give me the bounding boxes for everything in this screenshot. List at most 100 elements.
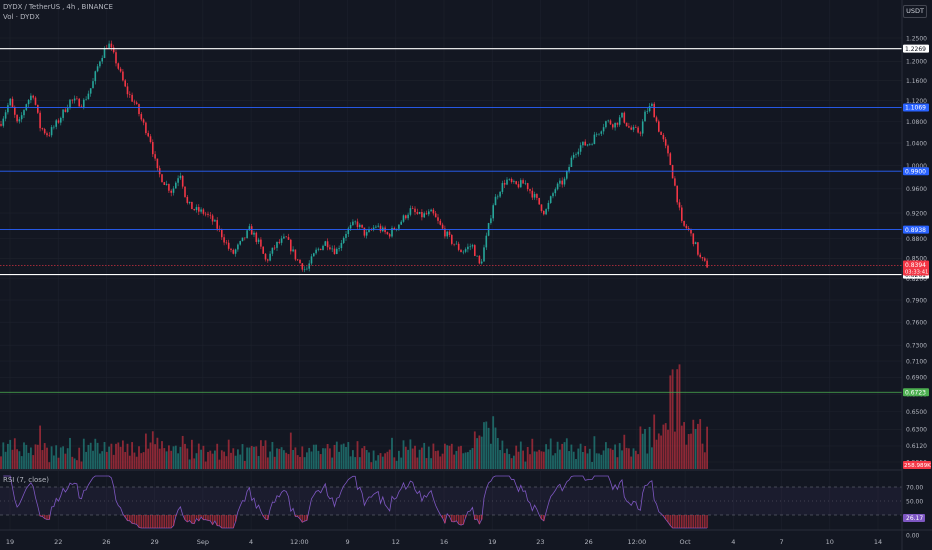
volume-bar bbox=[609, 448, 612, 469]
candle-body bbox=[621, 112, 623, 118]
volume-bar bbox=[335, 441, 338, 469]
volume-bar bbox=[122, 440, 124, 469]
candle-body bbox=[572, 154, 575, 158]
volume-bar bbox=[660, 435, 662, 469]
candle-body bbox=[193, 209, 195, 211]
candle-body bbox=[267, 259, 269, 261]
candle-body bbox=[554, 189, 557, 194]
volume-bar bbox=[239, 454, 242, 469]
candle-body bbox=[547, 202, 550, 210]
volume-bar bbox=[216, 443, 219, 469]
time-tick-label: 4 bbox=[731, 538, 735, 546]
volume-bar bbox=[294, 447, 297, 469]
time-tick-label: 26 bbox=[585, 538, 593, 546]
volume-bar bbox=[363, 446, 366, 469]
volume-bar bbox=[517, 451, 520, 469]
price-axis[interactable]: 1.2500 1.2000 1.1600 1.1200 1.0800 1.0400 1.00… bbox=[901, 0, 927, 550]
quote-name: TetherUS bbox=[28, 3, 61, 11]
volume-bar bbox=[602, 450, 605, 469]
volume-bar bbox=[559, 449, 561, 469]
candle-body bbox=[135, 102, 138, 105]
candle-body bbox=[669, 153, 672, 166]
volume-legend[interactable]: Vol · DYDX bbox=[3, 13, 40, 21]
volume-bar bbox=[411, 448, 414, 469]
volume-bar bbox=[255, 446, 258, 469]
volume-bar bbox=[513, 455, 515, 469]
candle-body bbox=[411, 208, 414, 209]
rsi-legend[interactable]: RSI (7, close) bbox=[3, 476, 49, 484]
candle-body bbox=[365, 232, 368, 236]
candle-body bbox=[145, 122, 147, 134]
time-tick-label: 12:00 bbox=[290, 538, 309, 546]
time-tick-label: 29 bbox=[151, 538, 159, 546]
price-tick-label: 0.7100 bbox=[906, 358, 927, 365]
volume-bar bbox=[227, 439, 230, 469]
candle-body bbox=[168, 184, 170, 191]
volume-bar bbox=[32, 455, 35, 469]
candle-body bbox=[538, 197, 540, 205]
price-tick-label: 0.8500 bbox=[906, 256, 927, 263]
candle-body bbox=[50, 127, 53, 136]
candle-body bbox=[7, 105, 9, 113]
volume-bar bbox=[163, 448, 166, 469]
volume-bar bbox=[462, 453, 465, 469]
time-tick-label: 9 bbox=[345, 538, 349, 546]
volume-bar bbox=[506, 448, 508, 469]
volume-bar bbox=[414, 445, 416, 469]
volume-bar bbox=[243, 460, 246, 469]
candle-body bbox=[363, 227, 366, 236]
candle-body bbox=[706, 260, 708, 268]
candle-body bbox=[211, 215, 214, 222]
candle-body bbox=[191, 201, 193, 210]
volume-bar bbox=[319, 454, 322, 469]
currency-button[interactable]: USDT bbox=[903, 5, 927, 18]
symbol-legend[interactable]: DYDX / TetherUS, 4h, BINANCE bbox=[3, 3, 113, 11]
volume-bar bbox=[421, 447, 423, 469]
volume-bar bbox=[246, 447, 248, 469]
volume-bar bbox=[92, 450, 94, 469]
volume-bar bbox=[455, 450, 458, 469]
candle-body bbox=[99, 61, 101, 67]
volume-bar bbox=[678, 364, 681, 469]
time-axis[interactable]: 19 22 26 29 Sep 4 12:00 9 12 16 19 23 26 12:00 Oct 4 7 10… bbox=[0, 529, 932, 546]
volume-bar bbox=[43, 443, 46, 469]
candle-body bbox=[257, 239, 260, 242]
volume-bar bbox=[39, 425, 41, 469]
candle-body bbox=[563, 178, 566, 185]
candle-body bbox=[437, 217, 439, 221]
candle-body bbox=[149, 136, 152, 143]
volume-bar bbox=[453, 454, 455, 469]
volume-bar bbox=[234, 455, 237, 469]
candle-body bbox=[195, 207, 198, 211]
candle-body bbox=[471, 245, 474, 247]
volume-bar bbox=[168, 445, 170, 469]
volume-bar bbox=[278, 448, 281, 469]
candle-body bbox=[582, 141, 584, 146]
candle-body bbox=[522, 180, 524, 184]
candle-body bbox=[687, 228, 690, 230]
volume-bar bbox=[138, 446, 140, 469]
candle-body bbox=[250, 226, 253, 235]
volume-bar bbox=[641, 433, 644, 469]
candle-body bbox=[260, 239, 262, 247]
volume-bar bbox=[377, 455, 380, 469]
candle-body bbox=[101, 57, 103, 62]
volume-bar bbox=[184, 443, 186, 469]
candle-body bbox=[614, 122, 616, 128]
candle-body bbox=[301, 263, 304, 270]
time-tick-label: 22 bbox=[54, 538, 62, 546]
volume-bar bbox=[161, 441, 163, 469]
candle-body bbox=[393, 227, 396, 230]
candle-body bbox=[317, 248, 320, 250]
volume-bar bbox=[349, 456, 352, 469]
candle-body bbox=[464, 249, 467, 252]
candle-body bbox=[681, 207, 683, 221]
candle-body bbox=[170, 190, 172, 193]
volume-bar bbox=[280, 447, 283, 469]
candle-body bbox=[556, 183, 559, 190]
volume-bar bbox=[372, 450, 375, 469]
volume-bar bbox=[680, 425, 683, 469]
level-badge-label: 0.8938 bbox=[905, 227, 926, 234]
price-tick-label: 1.2000 bbox=[906, 59, 927, 66]
candle-body bbox=[469, 246, 471, 248]
